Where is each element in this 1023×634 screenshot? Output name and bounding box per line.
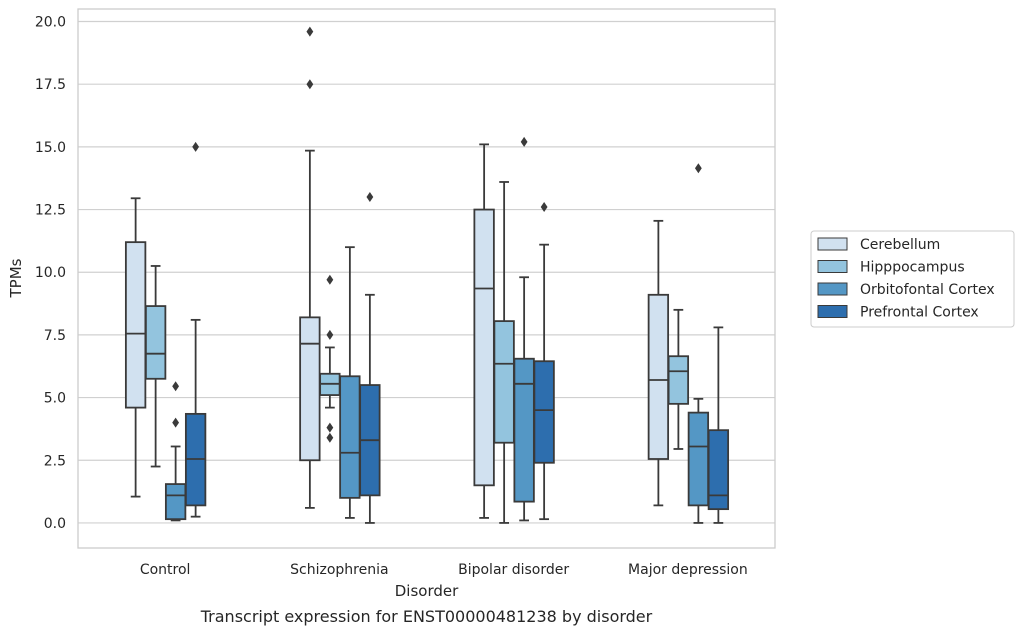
outlier-point — [306, 26, 314, 37]
y-tick-label: 2.5 — [44, 453, 66, 469]
outlier-point — [694, 163, 702, 174]
legend-label: Cerebellum — [860, 237, 940, 253]
y-tick-label: 15.0 — [35, 140, 66, 156]
box-group — [164, 381, 187, 522]
iqr-box — [493, 320, 515, 444]
y-tick-label: 12.5 — [35, 203, 66, 219]
box-group — [299, 26, 321, 509]
box-group — [339, 246, 361, 519]
y-tick-label: 17.5 — [35, 77, 66, 93]
x-axis-label: Disorder — [395, 582, 459, 600]
outlier-point — [326, 432, 334, 443]
y-tick-label: 20.0 — [35, 15, 66, 31]
iqr-box — [707, 429, 730, 511]
iqr-box — [144, 305, 167, 380]
outlier-point — [306, 79, 314, 90]
box-group — [144, 265, 167, 468]
iqr-box — [473, 208, 495, 487]
legend-frame — [810, 230, 1015, 328]
outlier-point — [326, 274, 334, 285]
x-tick-label: Major depression — [628, 562, 748, 578]
outlier-point — [520, 136, 528, 147]
outlier-point — [540, 202, 548, 213]
y-tick-label: 7.5 — [44, 328, 66, 344]
outlier-point — [326, 422, 334, 433]
legend-label: Prefrontal Cortex — [860, 305, 979, 321]
iqr-box — [339, 375, 361, 499]
box-group — [359, 192, 381, 524]
y-tick-label: 10.0 — [35, 265, 66, 281]
box-group — [667, 308, 690, 450]
plot-frame — [77, 8, 776, 549]
iqr-box — [299, 316, 321, 462]
y-axis-label: TPMs — [7, 258, 25, 298]
outlier-point — [326, 329, 334, 340]
x-tick-label: Schizophrenia — [290, 562, 388, 578]
box-group — [124, 197, 147, 498]
x-tick-labels: Control Schizophrenia Bipolar disorder Majo… — [140, 562, 748, 578]
y-tick-labels: 0.0 2.5 5.0 7.5 10.0 12.5 15.0 17.5 20.0 — [35, 15, 66, 532]
outlier-point — [172, 381, 180, 392]
box-group — [707, 326, 730, 524]
box-group — [513, 136, 535, 522]
iqr-box — [647, 293, 670, 460]
legend-swatch — [817, 237, 848, 251]
iqr-box — [687, 411, 710, 507]
box-group — [184, 141, 207, 518]
chart-caption: Transcript expression for ENST0000048123… — [200, 607, 653, 626]
iqr-box — [513, 357, 535, 503]
x-tick-label: Bipolar disorder — [458, 562, 569, 578]
outlier-point — [366, 192, 374, 203]
x-tick-label: Control — [140, 562, 191, 578]
y-tick-label: 0.0 — [44, 516, 66, 532]
outlier-point — [172, 417, 180, 428]
grid-lines — [78, 20, 775, 524]
outlier-point — [192, 141, 200, 152]
iqr-box — [533, 360, 555, 464]
box-group — [687, 163, 710, 524]
legend: Cerebellum Hipppocampus Orbitofontal Corte… — [810, 230, 1015, 328]
box-group — [533, 202, 555, 521]
legend-label: Hipppocampus — [860, 260, 965, 276]
box-group — [473, 143, 495, 519]
box-group — [647, 219, 670, 507]
iqr-box — [164, 483, 187, 521]
box-group — [319, 274, 341, 443]
iqr-box — [667, 355, 690, 405]
legend-swatch — [817, 260, 848, 273]
boxes — [124, 26, 730, 524]
legend-label: Orbitofontal Cortex — [860, 282, 995, 298]
legend-swatch — [817, 305, 848, 318]
legend-swatch — [817, 282, 848, 296]
box-group — [493, 181, 515, 524]
iqr-box — [124, 241, 147, 409]
y-tick-label: 5.0 — [44, 391, 66, 407]
